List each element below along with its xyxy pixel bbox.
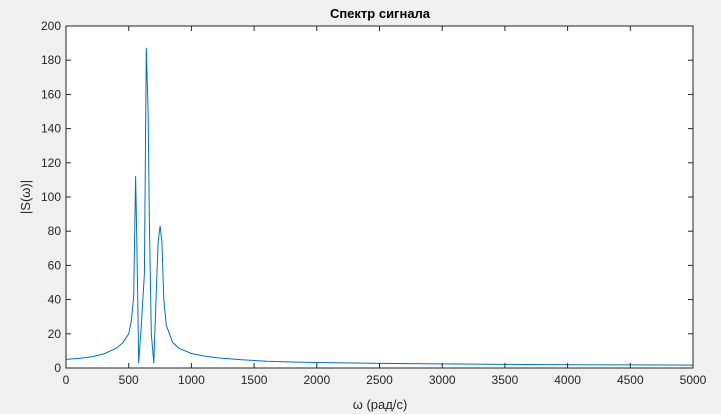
y-tick-label: 100: [41, 190, 61, 204]
y-tick-label: 160: [41, 87, 61, 101]
x-tick-label: 3000: [429, 373, 456, 387]
y-tick-label: 40: [48, 293, 62, 307]
x-tick-label: 1500: [241, 373, 268, 387]
x-tick-label: 0: [63, 373, 70, 387]
chart-title: Спектр сигнала: [330, 6, 431, 21]
x-tick-label: 500: [119, 373, 139, 387]
y-tick-label: 120: [41, 156, 61, 170]
x-tick-label: 4500: [617, 373, 644, 387]
x-tick-label: 2000: [303, 373, 330, 387]
plot-area: [66, 26, 693, 368]
series-layer: [65, 47, 694, 366]
y-tick-label: 80: [48, 224, 62, 238]
y-tick-label: 140: [41, 122, 61, 136]
y-axis: 0 20 40 60 80 100 120 140 160 180 200: [41, 19, 693, 375]
y-tick-label: 180: [41, 53, 61, 67]
y-tick-label: 20: [48, 327, 62, 341]
x-axis: 0 500 1000 1500 2000 2500 3000 3500 4000 4500 5000: [63, 26, 707, 387]
x-tick-label: 4000: [554, 373, 581, 387]
y-tick-label: 60: [48, 258, 62, 272]
x-tick-label: 3500: [492, 373, 519, 387]
y-axis-label: |S(ω)|: [18, 180, 33, 214]
y-tick-label: 0: [54, 361, 61, 375]
x-tick-label: 2500: [366, 373, 393, 387]
x-axis-label: ω (рад/с): [353, 397, 408, 412]
y-tick-label: 200: [41, 19, 61, 33]
x-tick-label: 1000: [178, 373, 205, 387]
spectrum-series-line: [65, 47, 694, 366]
x-tick-label: 5000: [680, 373, 707, 387]
